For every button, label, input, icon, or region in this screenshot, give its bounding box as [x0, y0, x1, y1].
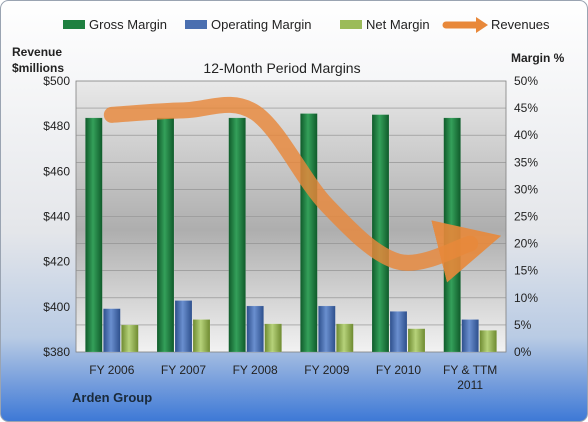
left-axis-tick-label: $480 — [43, 119, 70, 133]
revenue-line — [103, 96, 502, 283]
legend-item-revenues: Revenues — [442, 17, 550, 33]
bar-gross-margin — [300, 113, 318, 353]
left-axis-tick-label: $420 — [43, 255, 70, 269]
legend-label-net-margin: Net Margin — [366, 17, 430, 32]
right-axis-tick-label: 45% — [514, 101, 538, 115]
category-label: FY 2009 — [304, 363, 349, 377]
company-name: Arden Group — [72, 390, 152, 405]
right-axis-tick-label: 5% — [514, 318, 532, 332]
bar-operating-margin — [174, 300, 193, 353]
left-axis-tick-label: $440 — [43, 210, 70, 224]
axes: $380 $400 $420 $440 $460 $480 $500 0% 5% 10% 15% 20… — [43, 74, 538, 392]
bar-net-margin — [192, 319, 211, 353]
left-axis-label-line2: $millions — [12, 61, 64, 75]
right-axis-tick-label: 0% — [514, 345, 532, 359]
bar-gross-margin — [85, 117, 103, 353]
left-axis-tick-label: $460 — [43, 164, 70, 178]
category-label: FY 2006 — [89, 363, 134, 377]
bar-net-margin — [479, 330, 497, 353]
legend-label-gross-margin: Gross Margin — [89, 17, 167, 32]
bar-gross-margin — [228, 117, 246, 353]
legend-arrow-head-revenues — [476, 17, 488, 33]
legend-swatch-net-margin — [340, 20, 362, 29]
category-label: FY 2007 — [161, 363, 206, 377]
bar-operating-margin — [389, 311, 408, 353]
right-axis-tick-label: 15% — [514, 264, 538, 278]
bar-gross-margin — [443, 117, 461, 353]
bars — [85, 113, 497, 353]
category-label: FY 2008 — [233, 363, 278, 377]
bar-operating-margin — [103, 308, 121, 353]
category-label: FY & TTM 2011 — [443, 363, 497, 392]
right-axis-tick-label: 30% — [514, 182, 538, 196]
bar-net-margin — [407, 328, 426, 353]
legend-item-net-margin: Net Margin — [340, 17, 430, 32]
legend-swatch-operating-margin — [185, 20, 207, 29]
legend-swatch-gross-margin — [63, 20, 85, 29]
legend-label-operating-margin: Operating Margin — [211, 17, 311, 32]
legend-label-revenues: Revenues — [491, 17, 550, 32]
left-axis-tick-label: $380 — [43, 345, 70, 359]
bar-net-margin — [336, 323, 354, 353]
right-axis-tick-label: 25% — [514, 210, 538, 224]
bar-operating-margin — [461, 319, 479, 353]
bar-gross-margin — [156, 117, 175, 353]
bar-operating-margin — [318, 305, 336, 353]
legend: Gross Margin Operating Margin Net Margin… — [63, 17, 550, 33]
revenue-line-path — [103, 96, 502, 283]
legend-item-gross-margin: Gross Margin — [63, 17, 167, 32]
bar-operating-margin — [246, 305, 264, 353]
left-axis-label-line1: Revenue — [12, 45, 62, 59]
right-axis-tick-label: 50% — [514, 74, 538, 88]
bar-gross-margin — [371, 114, 390, 353]
right-axis-tick-label: 40% — [514, 128, 538, 142]
left-axis-tick-label: $400 — [43, 300, 70, 314]
right-axis-label: Margin % — [511, 51, 565, 65]
chart-title: 12-Month Period Margins — [203, 60, 360, 76]
legend-item-operating-margin: Operating Margin — [185, 17, 311, 32]
bar-net-margin — [121, 324, 139, 353]
right-axis-tick-label: 35% — [514, 155, 538, 169]
category-label: FY 2010 — [376, 363, 421, 377]
bar-net-margin — [264, 323, 282, 353]
left-axis-tick-label: $500 — [43, 74, 70, 88]
right-axis-tick-label: 10% — [514, 291, 538, 305]
right-axis-tick-label: 20% — [514, 237, 538, 251]
